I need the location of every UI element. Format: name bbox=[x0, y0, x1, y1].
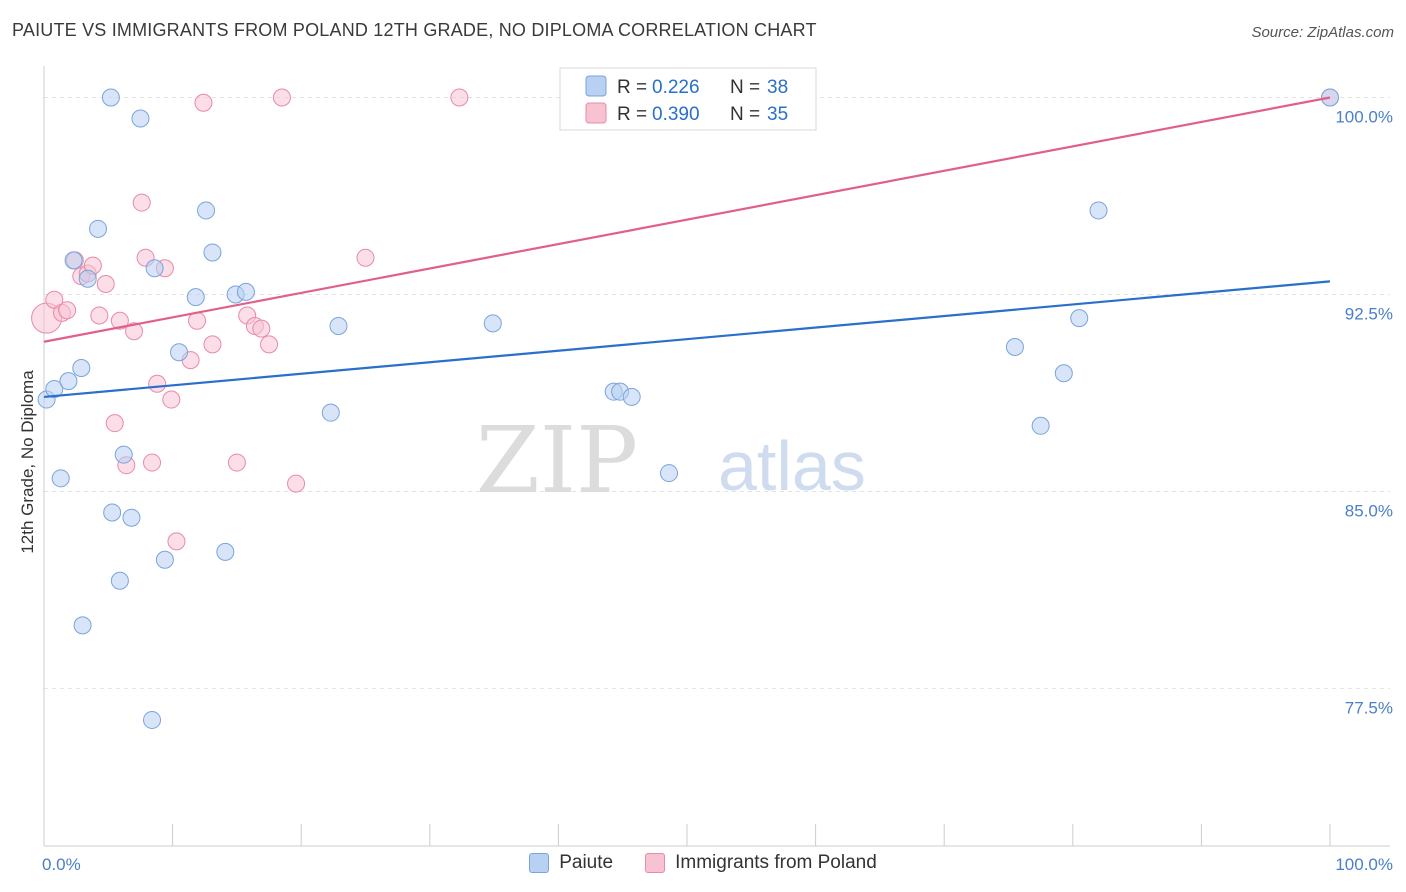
legend-swatch-immigrants-from-poland bbox=[585, 102, 607, 124]
immigrants-from-poland-point bbox=[252, 319, 271, 338]
paiute-point bbox=[59, 372, 78, 391]
y-tick-label: 77.5% bbox=[1345, 698, 1393, 717]
watermark: ZIP atlas bbox=[476, 407, 866, 514]
paiute-point bbox=[101, 88, 120, 107]
paiute-point bbox=[122, 508, 141, 527]
paiute-point bbox=[155, 550, 174, 569]
legend-swatch-paiute bbox=[585, 75, 607, 97]
bottom-legend-label-paiute: Paiute bbox=[559, 852, 614, 873]
legend: R = 0.226 N = 38 R = 0.390 N = 35 bbox=[559, 67, 817, 131]
paiute-point bbox=[51, 469, 70, 488]
y-tick-label: 85.0% bbox=[1345, 501, 1393, 520]
paiute-point bbox=[103, 503, 122, 522]
immigrants-from-poland-point bbox=[132, 193, 151, 212]
legend-n-value-paiute: 38 bbox=[767, 77, 788, 98]
paiute-point bbox=[1005, 338, 1024, 357]
immigrants-from-poland-point bbox=[58, 301, 77, 320]
paiute-point bbox=[110, 571, 129, 590]
paiute-point bbox=[170, 343, 189, 362]
paiute-point bbox=[45, 380, 64, 399]
immigrants-from-poland-point bbox=[125, 322, 144, 341]
series-immigrants-from-poland bbox=[31, 88, 1339, 551]
paiute-point bbox=[114, 445, 133, 464]
paiute-point bbox=[131, 109, 150, 128]
immigrants-from-poland-point bbox=[110, 311, 129, 330]
immigrants-from-poland-point bbox=[162, 390, 181, 409]
paiute-point bbox=[216, 542, 235, 561]
grid-layer bbox=[44, 97, 1390, 689]
legend-r-value-paiute: 0.226 bbox=[652, 77, 700, 98]
paiute-point bbox=[622, 387, 641, 406]
legend-r-label-paiute: R = bbox=[617, 77, 647, 98]
immigrants-from-poland-point bbox=[194, 93, 213, 112]
immigrants-from-poland-point bbox=[227, 453, 246, 472]
bottom-legend: Paiute Immigrants from Poland bbox=[0, 852, 1406, 874]
chart-title: PAIUTE VS IMMIGRANTS FROM POLAND 12TH GR… bbox=[12, 20, 817, 40]
legend-r-label-poland: R = bbox=[617, 104, 647, 125]
immigrants-from-poland-point bbox=[167, 532, 186, 551]
paiute-point bbox=[1070, 309, 1089, 328]
bottom-legend-item-poland: Immigrants from Poland bbox=[645, 852, 877, 874]
paiute-point bbox=[72, 359, 91, 378]
paiute-point bbox=[89, 219, 108, 238]
paiute-trend-line bbox=[43, 280, 1331, 399]
paiute-point bbox=[197, 201, 216, 220]
y-axis-label: 12th Grade, No Diploma bbox=[18, 370, 37, 554]
immigrants-from-poland-point bbox=[105, 414, 124, 433]
y-tick-label: 100.0% bbox=[1335, 108, 1393, 127]
trend-lines bbox=[43, 96, 1331, 399]
legend-n-label-poland: N = bbox=[730, 104, 760, 125]
legend-n-label-paiute: N = bbox=[730, 77, 760, 98]
bottom-legend-label-poland: Immigrants from Poland bbox=[675, 852, 877, 873]
immigrants-from-poland-point bbox=[272, 88, 291, 107]
immigrants-from-poland-point bbox=[450, 88, 469, 107]
immigrants-from-poland-trend-line bbox=[43, 96, 1331, 343]
legend-r-value-poland: 0.390 bbox=[652, 104, 700, 125]
immigrants-from-poland-point bbox=[203, 335, 222, 354]
x-tick-label: 100.0% bbox=[1335, 855, 1393, 874]
watermark-zip: ZIP bbox=[476, 407, 638, 514]
paiute-point bbox=[143, 710, 162, 729]
immigrants-from-poland-point bbox=[96, 274, 115, 293]
paiute-point bbox=[203, 243, 222, 262]
paiute-point bbox=[78, 269, 97, 288]
bottom-legend-swatch-paiute bbox=[529, 853, 550, 873]
x-tick-label: 0.0% bbox=[42, 855, 81, 874]
paiute-point bbox=[186, 288, 205, 307]
series-paiute bbox=[37, 88, 1339, 729]
paiute-point bbox=[1031, 416, 1050, 435]
bottom-legend-swatch-poland bbox=[645, 853, 666, 873]
paiute-point bbox=[659, 464, 678, 483]
paiute-point bbox=[236, 282, 255, 301]
watermark-atlas: atlas bbox=[718, 427, 866, 505]
y-tick-label: 92.5% bbox=[1345, 304, 1393, 323]
paiute-point bbox=[1054, 364, 1073, 383]
immigrants-from-poland-point bbox=[90, 306, 109, 325]
paiute-point bbox=[1089, 201, 1108, 220]
axes-layer: 100.0% 92.5% 85.0% 77.5% 0.0% 100.0% bbox=[42, 66, 1393, 874]
paiute-point bbox=[321, 403, 340, 422]
paiute-point bbox=[145, 259, 164, 278]
legend-n-value-poland: 35 bbox=[767, 104, 788, 125]
immigrants-from-poland-point bbox=[260, 335, 279, 354]
bottom-legend-item-paiute: Paiute bbox=[529, 852, 613, 874]
paiute-point bbox=[483, 314, 502, 333]
source-label: Source: ZipAtlas.com bbox=[1251, 24, 1394, 41]
paiute-point bbox=[329, 317, 348, 335]
immigrants-from-poland-point bbox=[143, 453, 162, 472]
paiute-point bbox=[64, 251, 83, 270]
immigrants-from-poland-point bbox=[148, 374, 167, 393]
immigrants-from-poland-point bbox=[356, 248, 375, 267]
immigrants-from-poland-point bbox=[287, 474, 306, 493]
paiute-point bbox=[73, 616, 92, 635]
